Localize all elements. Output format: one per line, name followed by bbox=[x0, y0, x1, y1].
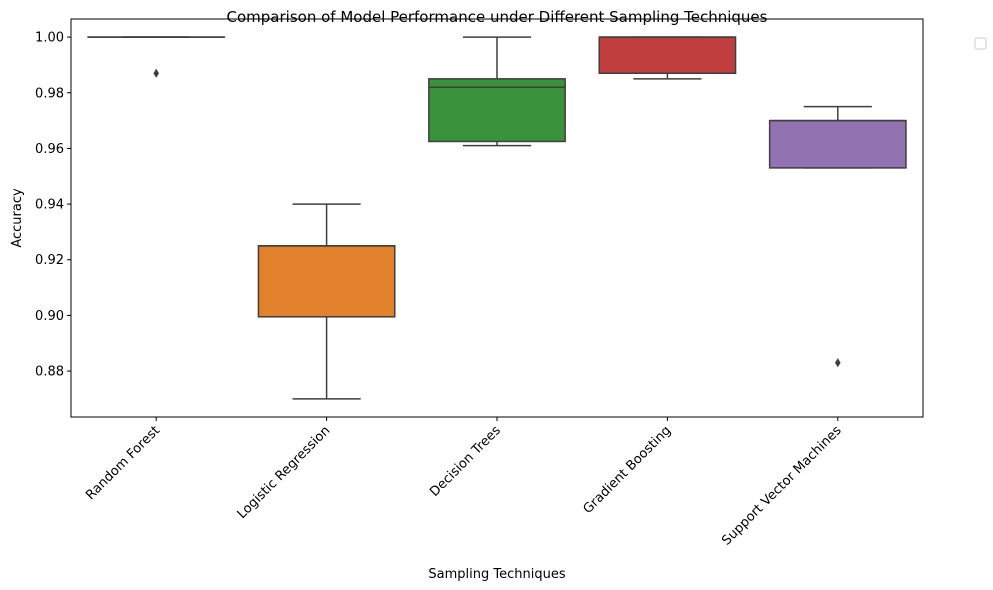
box bbox=[257, 245, 396, 318]
outlier-point bbox=[835, 358, 841, 368]
plot-marks bbox=[87, 36, 907, 400]
box bbox=[428, 78, 566, 143]
box-group-2 bbox=[257, 203, 396, 400]
box-group-4 bbox=[598, 36, 737, 80]
outlier-point bbox=[153, 68, 159, 78]
y-axis-ticks: 0.88 0.90 0.92 0.94 0.96 0.98 1.00 bbox=[35, 31, 71, 380]
x-axis-ticks: Random Forest Logistic Regression Decision… bbox=[83, 417, 845, 549]
y-axis-label: Accuracy bbox=[10, 188, 25, 248]
x-tick-label: Random Forest bbox=[83, 423, 163, 503]
box-group-5 bbox=[768, 105, 907, 368]
x-tick-label: Support Vector Machines bbox=[719, 423, 845, 549]
chart-title: Comparison of Model Performance under Di… bbox=[227, 8, 768, 26]
y-tick-label: 0.94 bbox=[35, 198, 64, 213]
box bbox=[768, 119, 907, 169]
y-tick-label: 0.96 bbox=[35, 142, 64, 157]
box bbox=[598, 36, 737, 75]
y-tick-label: 0.98 bbox=[35, 86, 64, 101]
x-tick-label: Gradient Boosting bbox=[581, 423, 675, 517]
y-tick-label: 1.00 bbox=[35, 31, 64, 46]
y-tick-label: 0.90 bbox=[35, 309, 64, 324]
box-group-1 bbox=[87, 36, 226, 78]
y-tick-label: 0.92 bbox=[35, 253, 64, 268]
legend-box bbox=[974, 37, 987, 50]
box-group-3 bbox=[428, 36, 566, 147]
x-axis-label: Sampling Techniques bbox=[428, 567, 565, 582]
x-tick-label: Decision Trees bbox=[427, 423, 504, 500]
y-tick-label: 0.88 bbox=[35, 365, 64, 380]
x-tick-label: Logistic Regression bbox=[235, 423, 334, 522]
